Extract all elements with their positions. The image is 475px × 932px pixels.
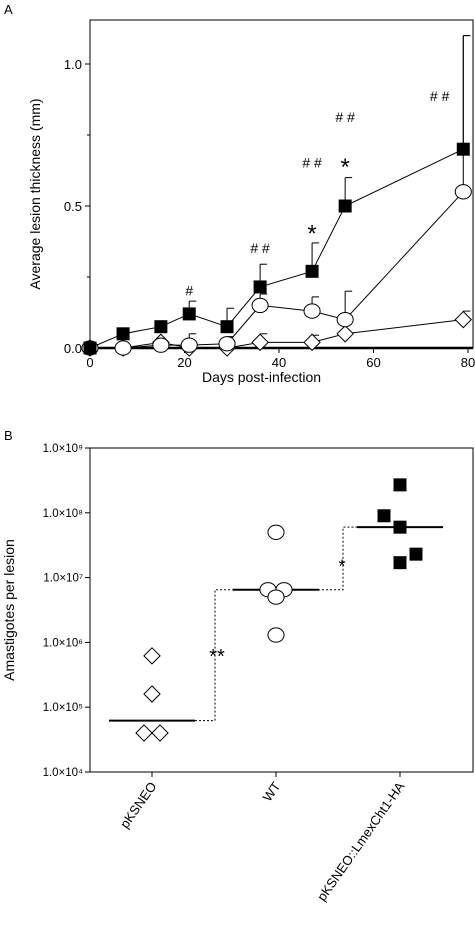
data-point	[152, 337, 170, 353]
data-point	[456, 142, 470, 156]
x-tick-label: 60	[366, 355, 380, 370]
data-point	[377, 509, 391, 523]
series-line	[90, 319, 464, 349]
significance-mark: # #	[250, 240, 270, 256]
data-point	[336, 311, 354, 328]
y-tick-label: 1.0×10⁸	[43, 508, 83, 520]
significance-mark: # #	[430, 88, 450, 104]
significance-mark: *	[338, 556, 345, 576]
data-point	[83, 341, 97, 355]
significance-mark: # #	[302, 155, 322, 171]
data-point	[267, 524, 285, 540]
plot-frame	[89, 19, 474, 349]
x-tick-label: 0	[86, 355, 93, 370]
y-axis-label: Average lesion thickness (mm)	[27, 98, 43, 289]
data-point	[154, 320, 168, 334]
plot-frame	[89, 447, 474, 773]
data-point	[218, 336, 236, 352]
x-axis-label: Days post-infection	[202, 369, 321, 385]
data-point	[393, 520, 407, 534]
y-tick-label: 1.0×10⁴	[43, 767, 83, 779]
y-tick-label: 1.0×10⁶	[43, 637, 83, 649]
x-tick-label: 80	[461, 355, 475, 370]
panel-a-chart: 0 20 40 60 80 0.0 0.5 1.0 Days post-infection Ave…	[27, 19, 475, 385]
data-point	[336, 325, 354, 343]
data-point	[114, 340, 132, 356]
significance-mark: #	[185, 282, 193, 298]
data-point	[143, 685, 161, 703]
data-point	[182, 307, 196, 321]
x-category-label: pKSNEO	[117, 779, 160, 831]
data-point	[267, 589, 285, 605]
significance-connector	[195, 589, 240, 722]
x-category-label: pKSNEO::LmexCht1-HA	[314, 779, 408, 904]
significance-mark: *	[307, 221, 316, 248]
data-point	[180, 337, 198, 353]
significance-mark: **	[209, 646, 225, 668]
x-tick-label: 40	[272, 355, 286, 370]
series-line	[90, 191, 464, 349]
data-point	[135, 724, 153, 742]
significance-mark: *	[340, 154, 349, 181]
data-point	[305, 264, 319, 278]
y-axis-label: Amastigotes per lesion	[1, 539, 17, 681]
y-tick-label: 0.0	[64, 341, 82, 356]
x-category-label: WT	[260, 779, 284, 804]
data-point	[454, 310, 473, 329]
data-point	[409, 547, 423, 561]
data-point	[116, 327, 130, 341]
data-point	[251, 333, 269, 352]
significance-connector	[318, 526, 365, 591]
series-line	[89, 148, 464, 349]
y-tick-label: 1.0	[64, 57, 82, 72]
data-point	[220, 320, 234, 334]
data-point	[251, 297, 269, 314]
data-point	[454, 184, 472, 200]
data-point	[393, 556, 407, 570]
data-point	[267, 627, 285, 643]
data-point	[151, 724, 169, 742]
data-point	[393, 478, 407, 492]
panel-a-letter: A	[4, 2, 13, 17]
panel-b-letter: B	[4, 428, 13, 443]
data-point	[338, 199, 352, 213]
x-tick-label: 20	[177, 355, 191, 370]
data-point	[303, 303, 321, 319]
significance-mark: # #	[335, 109, 355, 125]
data-point	[253, 280, 267, 294]
y-tick-label: 1.0×10⁵	[43, 702, 83, 714]
data-point	[143, 647, 161, 665]
y-tick-label: 1.0×10⁷	[43, 573, 83, 585]
panel-b-chart: 1.0×10⁴ 1.0×10⁵ 1.0×10⁶ 1.0×10⁷ 1.0×10⁸ 1.0×1…	[1, 443, 474, 904]
data-point	[303, 333, 321, 352]
y-tick-label: 1.0×10⁹	[43, 443, 83, 455]
y-tick-label: 0.5	[64, 199, 82, 214]
